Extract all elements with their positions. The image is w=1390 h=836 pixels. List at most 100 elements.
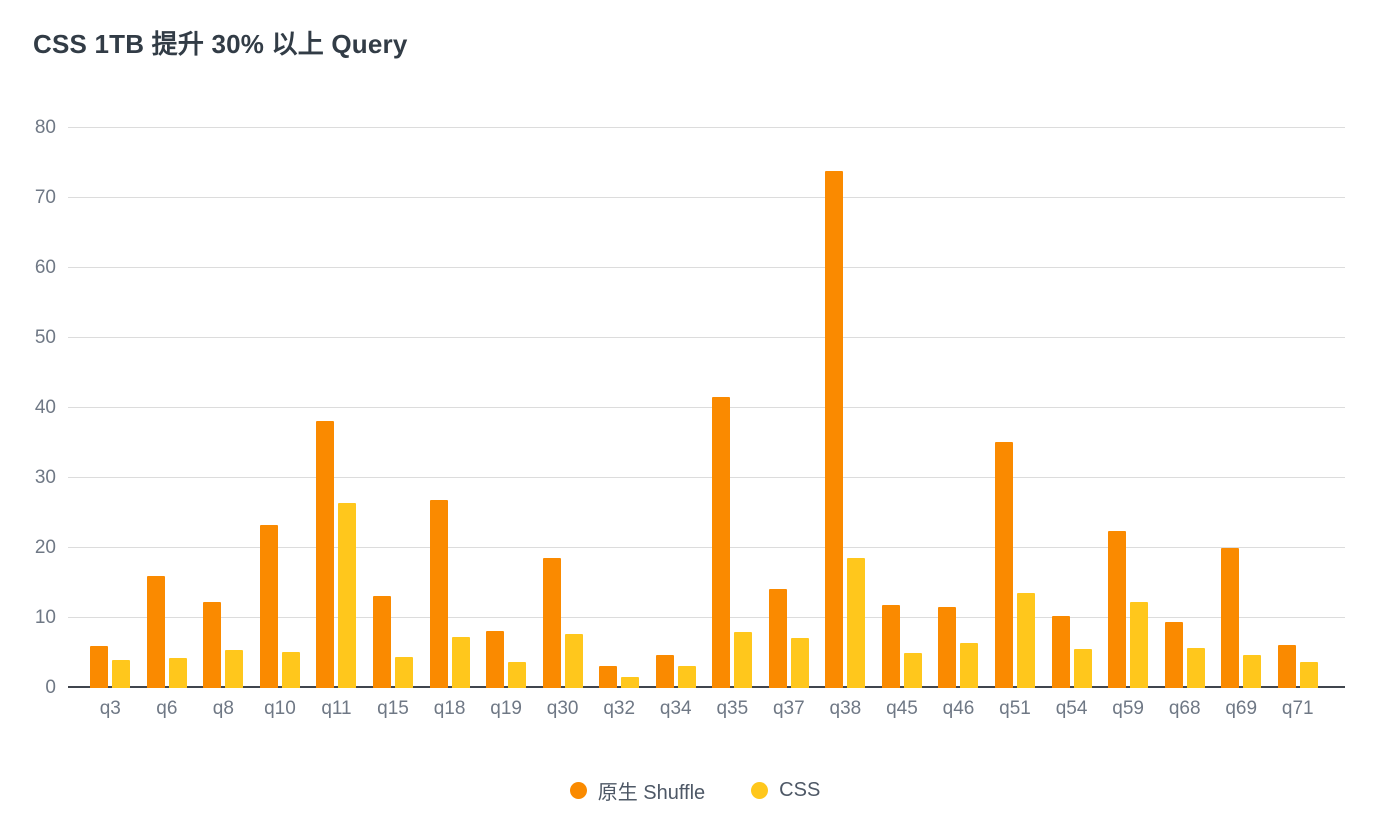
bar-native-shuffle-q8[interactable] [203,601,222,688]
bar-native-shuffle-q38[interactable] [825,171,844,688]
bar-native-shuffle-q32[interactable] [599,665,618,688]
bar-group-q35 [704,128,761,688]
bar-group-q15 [365,128,422,688]
x-tick-label-q38: q38 [829,698,862,719]
y-tick-label: 80 [34,117,56,138]
y-tick-label: 30 [34,467,56,488]
bar-css-q68[interactable] [1186,648,1205,688]
legend-item-native-shuffle[interactable]: 原生 Shuffle [569,776,706,805]
legend-item-css[interactable]: CSS [751,779,820,802]
gridline [68,477,1345,478]
y-tick-label: 20 [34,537,56,558]
gridline [68,547,1345,548]
bar-native-shuffle-q59[interactable] [1108,530,1127,688]
gridline [68,127,1345,128]
x-tick-label-q54: q54 [1055,698,1088,719]
bar-group-q37 [761,128,818,688]
bar-css-q35[interactable] [734,632,753,688]
bars-layer [68,128,1345,688]
gridline [68,617,1345,618]
legend-label-native-shuffle: 原生 Shuffle [597,782,706,804]
bar-group-q71 [1269,128,1326,688]
bar-css-q11[interactable] [338,502,357,688]
bar-group-q34 [647,128,704,688]
gridline [68,197,1345,198]
bar-css-q32[interactable] [621,676,640,688]
bar-native-shuffle-q18[interactable] [429,500,448,688]
bar-css-q45[interactable] [903,653,922,688]
bar-native-shuffle-q3[interactable] [90,646,109,688]
bar-native-shuffle-q6[interactable] [146,576,165,688]
x-tick-label-q59: q59 [1112,698,1144,719]
bar-native-shuffle-q15[interactable] [373,595,391,688]
bar-css-q69[interactable] [1243,655,1262,688]
bar-group-q38 [817,128,874,688]
x-axis-labels: q3 q6 q8 q10 q11 q15 q18 q19 q30 q32 q34 q35 q37 q38 q… [68,698,1345,720]
bar-css-q38[interactable] [847,557,866,688]
bar-css-q71[interactable] [1299,662,1318,688]
bar-native-shuffle-q45[interactable] [881,604,900,688]
x-tick-label-q6: q6 [156,698,178,719]
x-tick-label-q68: q68 [1168,698,1201,719]
bar-css-q46[interactable] [960,642,979,688]
bar-group-q3 [82,128,139,688]
bar-css-q37[interactable] [790,638,809,688]
bar-native-shuffle-q10[interactable] [259,524,278,688]
x-tick-label-q69: q69 [1225,698,1258,719]
bar-css-q8[interactable] [225,650,244,688]
bar-native-shuffle-q51[interactable] [995,441,1014,688]
x-axis-baseline [68,686,1345,688]
bar-css-q59[interactable] [1130,601,1149,688]
y-tick-label: 60 [34,257,56,278]
x-tick-label-q3: q3 [99,698,121,719]
bar-css-q3[interactable] [112,660,131,688]
bar-group-q69 [1213,128,1270,688]
bar-css-q51[interactable] [1017,592,1036,688]
bar-native-shuffle-q46[interactable] [938,606,957,688]
bar-native-shuffle-q71[interactable] [1277,644,1296,688]
gridline [68,407,1345,408]
bar-native-shuffle-q68[interactable] [1164,622,1183,688]
plot-area: 0 10 20 30 40 50 60 70 80 [35,117,1345,698]
bar-css-q54[interactable] [1073,648,1092,688]
x-tick-label-q19: q19 [490,698,522,719]
bar-native-shuffle-q11[interactable] [316,421,335,688]
x-tick-label-q11: q11 [321,698,352,719]
bar-group-q11 [308,128,365,688]
bar-group-q8 [195,128,252,688]
bar-group-q45 [874,128,931,688]
bar-css-q6[interactable] [168,657,187,688]
x-tick-label-q46: q46 [942,698,975,719]
bar-css-q15[interactable] [395,656,413,688]
x-tick-label-q18: q18 [433,698,466,719]
y-tick-label: 40 [34,397,56,418]
legend-dot-native-shuffle [569,782,587,799]
x-tick-label-q15: q15 [377,698,409,719]
bar-native-shuffle-q69[interactable] [1221,548,1240,688]
bar-native-shuffle-q35[interactable] [712,396,731,688]
gridline [68,267,1345,268]
bar-group-q68 [1156,128,1213,688]
bar-css-q34[interactable] [677,665,696,688]
bar-group-q46 [930,128,987,688]
bar-native-shuffle-q19[interactable] [486,631,505,688]
x-tick-label-q10: q10 [264,698,296,719]
bar-group-q51 [987,128,1044,688]
bar-group-q30 [534,128,591,688]
bar-native-shuffle-q34[interactable] [655,655,674,688]
bar-group-q32 [591,128,648,688]
bar-native-shuffle-q37[interactable] [768,588,787,688]
bar-css-q18[interactable] [451,636,470,688]
bar-css-q19[interactable] [508,662,527,688]
x-tick-label-q34: q34 [659,698,692,719]
x-tick-label-q51: q51 [999,698,1031,719]
bar-css-q10[interactable] [281,651,300,688]
x-tick-label-q32: q32 [603,698,636,719]
bar-css-q30[interactable] [564,634,583,688]
chart-title: CSS 1TB 提升 30% 以上 Query [33,29,408,59]
bar-native-shuffle-q30[interactable] [542,557,561,688]
bar-native-shuffle-q54[interactable] [1051,615,1070,688]
y-tick-label: 50 [34,327,56,348]
x-tick-label-q35: q35 [716,698,749,719]
x-tick-label-q8: q8 [212,698,234,719]
